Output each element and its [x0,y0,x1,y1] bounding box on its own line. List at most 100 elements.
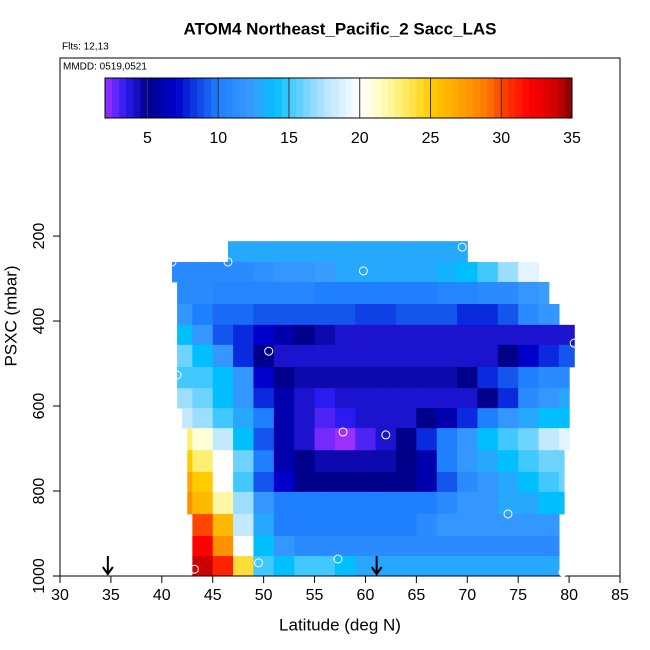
colorbar-frame [104,77,573,119]
airport-arrow [370,556,383,576]
curtain-cell [375,281,397,305]
curtain-cell [294,491,316,515]
curtain-cell [334,428,356,451]
curtain-cell [273,241,295,263]
curtain-cell [273,344,295,368]
chart-title: ATOM4 Northeast_Pacific_2 Sacc_LAS [183,19,496,38]
sample-point [254,558,264,568]
curtain-cell [253,261,275,283]
curtain-cell [538,366,560,389]
curtain-cell [314,408,336,429]
curtain-cell [416,408,438,429]
curtain-cell [314,556,336,577]
curtain-cell [538,471,560,493]
curtain-cell [518,556,540,577]
colorbar-swatch [260,78,269,118]
curtain-cell [192,366,214,389]
curtain-cell [192,408,214,429]
curtain-cell [273,324,295,346]
curtain-row [187,428,570,451]
curtain-row [187,471,565,493]
colorbar-swatch [359,78,368,118]
colorbar-swatch [154,78,163,118]
curtain-cell [212,388,234,409]
colorbar-swatch [352,78,361,118]
curtain-cell [294,428,316,451]
x-tick-label: 75 [509,587,527,604]
curtain-cell [497,281,519,305]
curtain-cell [416,556,438,577]
x-axis-label: Latitude (deg N) [279,615,401,634]
curtain-cell [396,536,417,557]
curtain-cell [477,556,499,577]
curtain-cell [253,388,275,409]
curtain-cell [334,344,356,368]
curtain-cell [187,428,193,451]
curtain-cell [253,428,275,451]
curtain-cell [294,471,316,493]
y-tick-label: 1000 [31,558,48,594]
curtain-cell [416,241,438,263]
curtain-cell [477,388,499,409]
curtain-cell [294,388,316,409]
curtain-cell [457,471,479,493]
date-label: MMDD: 0519,0521 [63,62,147,73]
curtain-cell [294,556,316,577]
curtain-cell [457,241,468,263]
curtain-cell [396,344,417,368]
curtain-cell [355,450,377,473]
colorbar-swatch [508,78,516,118]
colorbar-tick-label: 5 [143,130,152,147]
curtain-cell [375,241,397,263]
sample-point [333,554,343,564]
curtain-cell [192,471,214,493]
curtain-cell [375,324,397,346]
colorbar-swatch [480,78,488,118]
x-tick-label: 85 [611,587,629,604]
curtain-row [177,304,560,326]
x-tick-label: 80 [560,587,578,604]
curtain-cell [538,304,560,326]
curtain-cell [396,408,417,429]
curtain-cell [497,491,519,515]
curtain-cell [375,388,397,409]
curtain-cell [436,304,458,326]
curtain-cell [294,450,316,473]
colorbar-swatch [430,78,439,118]
curtain-cell [497,324,519,346]
curtain-cell [314,281,336,305]
y-tick-label: 400 [31,308,48,335]
curtain-cell [314,366,336,389]
curtain-cell [233,408,255,429]
sample-point [167,257,177,267]
colorbar-swatch [388,78,396,118]
curtain-cell [314,344,336,368]
curtain-cell [253,366,275,389]
curtain-cell [192,513,214,537]
curtain-cell [396,261,417,283]
colorbar-swatch [458,78,467,118]
curtain-cell [294,304,316,326]
curtain-cell [457,261,479,283]
x-tick-label: 70 [458,587,476,604]
curtain-cell [334,366,356,389]
curtain-cell [477,281,499,305]
colorbar-tick-label: 30 [492,130,510,147]
curtain-cell [558,344,575,368]
curtain-cell [457,304,479,326]
curtain-cell [192,324,214,346]
sample-point [223,257,233,267]
curtain-cell [212,513,234,537]
curtain-cell [497,536,519,557]
curtain-cell [192,388,214,409]
curtain-cell [314,261,336,283]
curtain-cell [177,324,193,346]
curtain-cell [233,536,255,557]
curtain-cell [497,344,519,368]
curtain-cell [538,408,560,429]
curtain-cell [518,450,540,473]
curtain-cell [294,241,316,263]
curtain-cell [177,344,193,368]
curtain-cell [457,450,479,473]
curtain-cell [538,450,560,473]
